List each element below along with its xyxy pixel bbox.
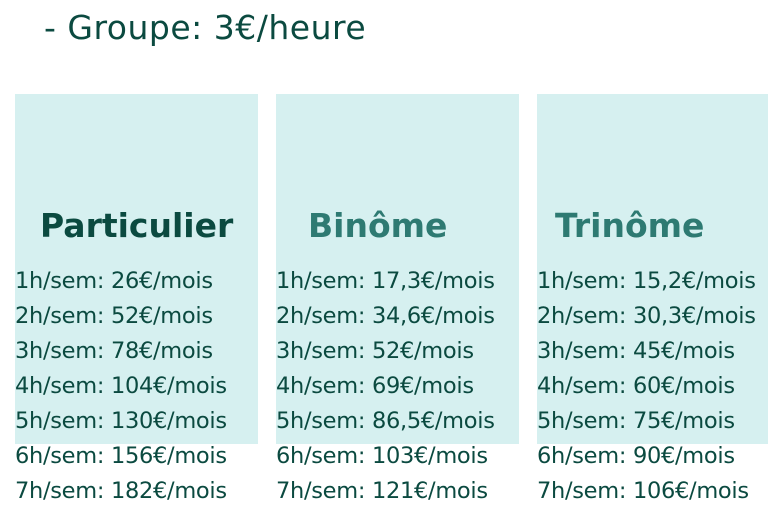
price-row: 1h/sem: 17,3€/mois bbox=[276, 268, 495, 294]
price-list: 1h/sem: 15,2€/mois 2h/sem: 30,3€/mois 3h… bbox=[537, 264, 756, 509]
pricing-card-particulier: Particulier 1h/sem: 26€/mois 2h/sem: 52€… bbox=[15, 94, 258, 504]
price-row: 4h/sem: 104€/mois bbox=[15, 373, 227, 399]
pricing-card-trinome: Trinôme 1h/sem: 15,2€/mois 2h/sem: 30,3€… bbox=[537, 94, 768, 504]
group-price-line: - Groupe: 3€/heure bbox=[44, 8, 367, 47]
price-row: 5h/sem: 75€/mois bbox=[537, 408, 735, 434]
card-title: Trinôme bbox=[555, 206, 705, 245]
price-row: 7h/sem: 182€/mois bbox=[15, 478, 227, 504]
price-row: 6h/sem: 156€/mois bbox=[15, 443, 227, 469]
price-row: 3h/sem: 52€/mois bbox=[276, 338, 474, 364]
price-row: 2h/sem: 34,6€/mois bbox=[276, 303, 495, 329]
pricing-card-binome: Binôme 1h/sem: 17,3€/mois 2h/sem: 34,6€/… bbox=[276, 94, 519, 504]
price-row: 2h/sem: 30,3€/mois bbox=[537, 303, 756, 329]
price-row: 4h/sem: 69€/mois bbox=[276, 373, 474, 399]
price-row: 5h/sem: 130€/mois bbox=[15, 408, 227, 434]
price-row: 5h/sem: 86,5€/mois bbox=[276, 408, 495, 434]
price-row: 3h/sem: 78€/mois bbox=[15, 338, 213, 364]
price-row: 4h/sem: 60€/mois bbox=[537, 373, 735, 399]
price-row: 1h/sem: 15,2€/mois bbox=[537, 268, 756, 294]
price-row: 3h/sem: 45€/mois bbox=[537, 338, 735, 364]
price-row: 7h/sem: 121€/mois bbox=[276, 478, 488, 504]
price-row: 6h/sem: 90€/mois bbox=[537, 443, 735, 469]
price-row: 6h/sem: 103€/mois bbox=[276, 443, 488, 469]
price-row: 7h/sem: 106€/mois bbox=[537, 478, 749, 504]
price-row: 1h/sem: 26€/mois bbox=[15, 268, 213, 294]
price-list: 1h/sem: 26€/mois 2h/sem: 52€/mois 3h/sem… bbox=[15, 264, 227, 509]
card-title: Binôme bbox=[308, 206, 448, 245]
price-row: 2h/sem: 52€/mois bbox=[15, 303, 213, 329]
card-title: Particulier bbox=[40, 206, 234, 245]
price-list: 1h/sem: 17,3€/mois 2h/sem: 34,6€/mois 3h… bbox=[276, 264, 495, 509]
